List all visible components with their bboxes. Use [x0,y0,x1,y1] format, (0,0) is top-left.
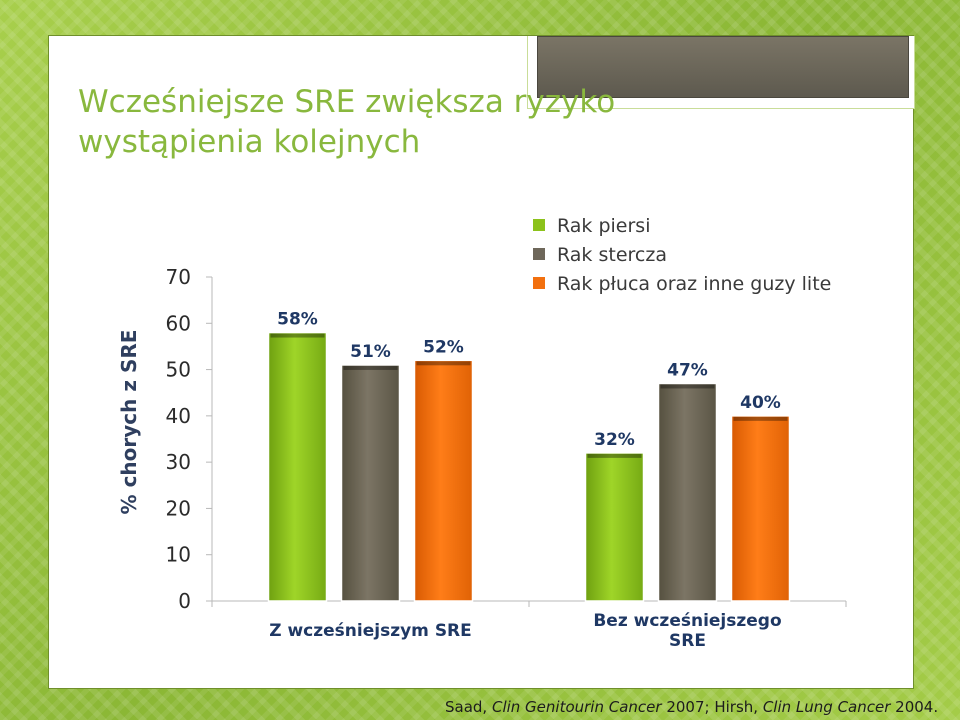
data-label: 40% [740,393,781,413]
legend-label: Rak piersi [557,215,651,237]
citation-middle: 2007; Hirsh, [661,698,763,716]
x-category-label: Bez wcześniejszego [593,611,781,631]
slide-title: Wcześniejsze SRE zwiększa ryzyko wystąpi… [78,82,718,162]
y-tick-label: 0 [178,589,191,613]
y-tick-label: 20 [166,496,191,520]
citation-footnote: Saad, Clin Genitourin Cancer 2007; Hirsh… [445,697,960,717]
legend-label: Rak płuca oraz inne guzy lite [557,273,831,295]
data-label: 58% [277,310,318,330]
y-tick-label: 40 [166,404,191,428]
y-tick-label: 70 [166,265,191,289]
chart-legend: Rak piersi Rak stercza Rak płuca oraz inne… [533,215,831,295]
bar-top-shade [416,361,471,366]
bar-0-2 [413,359,474,602]
y-axis-label: % chorych z SRE [117,330,141,515]
bar-1-2 [730,415,791,602]
decorative-block [537,36,909,98]
citation-prefix: Saad, [445,698,492,716]
chart-bars [267,331,791,602]
bar-top-shade [587,453,642,458]
data-label: 52% [423,337,464,357]
slide-panel [48,35,915,689]
title-line-1: Wcześniejsze SRE zwiększa ryzyko [78,84,616,120]
chart-data-labels: 58% 51% 52% Z wcześniejszym SRE 32% 47% 40% Bez… [269,310,781,651]
citation-suffix: 2004. [890,698,939,716]
x-category-label: SRE [669,631,706,651]
bar-top-shade [270,333,325,338]
legend-swatch [533,219,545,231]
bar-1-1 [657,382,718,602]
bar-1-0 [584,452,645,602]
y-tick-label: 50 [166,358,191,382]
title-line-2: wystąpienia kolejnych [78,124,421,160]
data-label: 47% [667,360,708,380]
y-tick-label: 30 [166,450,191,474]
legend-swatch [533,277,545,289]
legend-swatch [533,248,545,260]
bar-0-1 [340,364,401,602]
data-label: 51% [350,342,391,362]
legend-label: Rak stercza [557,244,667,266]
y-tick-label: 10 [166,543,191,567]
citation-journal-2: Clin Lung Cancer [762,698,891,716]
data-label: 32% [594,430,635,450]
bar-top-shade [660,384,715,389]
citation-journal-1: Clin Genitourin Cancer [491,698,662,716]
x-category-label: Z wcześniejszym SRE [269,621,472,641]
bar-top-shade [343,365,398,370]
bar-0-0 [267,331,328,602]
bar-top-shade [733,416,788,421]
y-tick-label: 60 [166,311,191,335]
chart-axes: 0 10 20 30 40 50 60 70 [166,265,847,613]
